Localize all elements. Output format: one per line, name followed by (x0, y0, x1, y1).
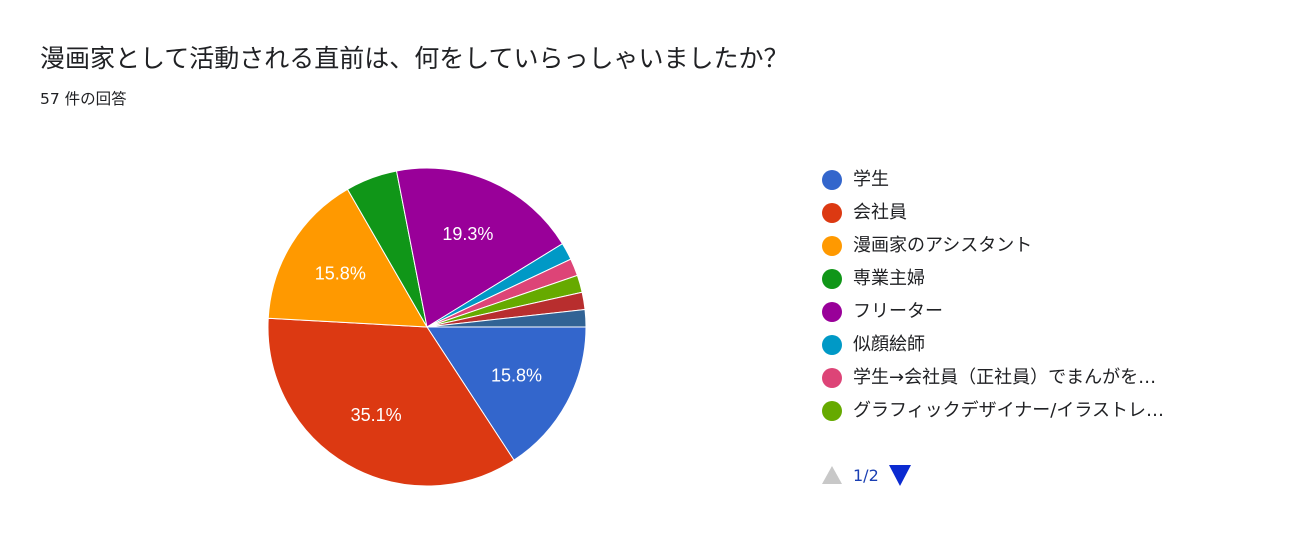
pie-slice (426, 326, 587, 461)
legend-label: 学生 (853, 168, 889, 190)
legend-label: フリーター (853, 300, 943, 322)
legend-item: グラフィックデザイナー/イラストレ… (822, 394, 1282, 427)
legend-item: フリーター (822, 295, 1282, 328)
slice-percent-label: 19.3% (442, 224, 493, 244)
legend: 学生会社員漫画家のアシスタント 専業主婦フリーター似顔絵師学生→会社員（正社員）で… (822, 163, 1282, 427)
response-count: 57 件の回答 (40, 90, 127, 108)
triangle-down-icon[interactable] (888, 464, 911, 486)
legend-swatch-icon (822, 367, 842, 388)
pie-slice (267, 188, 428, 328)
legend-label: 漫画家のアシスタント (853, 234, 1033, 256)
chart-title: 漫画家として活動される直前は、何をしていらっしゃいましたか？ (40, 44, 789, 73)
legend-label: グラフィックデザイナー/イラストレ… (853, 399, 1164, 421)
triangle-up-icon (822, 466, 842, 484)
legend-page-indicator: 1/2 (853, 465, 879, 485)
legend-swatch-icon (822, 301, 842, 322)
legend-item: 学生 (822, 163, 1282, 196)
legend-label: 学生→会社員（正社員）でまんがを… (853, 366, 1157, 388)
legend-item: 似顔絵師 (822, 328, 1282, 361)
legend-item: 会社員 (822, 196, 1282, 229)
legend-pager: 1/2 (822, 461, 911, 489)
legend-item: 専業主婦 (822, 262, 1282, 295)
pie-slice (395, 167, 564, 328)
legend-swatch-icon (822, 400, 842, 421)
legend-swatch-icon (822, 235, 842, 256)
slice-percent-label: 35.1% (351, 405, 402, 425)
legend-label: 会社員 (853, 201, 907, 223)
legend-swatch-icon (822, 268, 842, 289)
slice-percent-label: 15.8% (315, 264, 366, 284)
legend-swatch-icon (822, 202, 842, 223)
legend-label: 似顔絵師 (853, 333, 925, 355)
pie-slice (426, 308, 587, 328)
slice-percent-label: 15.8% (491, 365, 542, 385)
legend-swatch-icon (822, 334, 842, 355)
pie-slice (267, 317, 515, 487)
legend-item: 学生→会社員（正社員）でまんがを… (822, 361, 1282, 394)
legend-label: 専業主婦 (853, 267, 925, 289)
legend-swatch-icon (822, 169, 842, 190)
legend-item: 漫画家のアシスタント (822, 229, 1282, 262)
